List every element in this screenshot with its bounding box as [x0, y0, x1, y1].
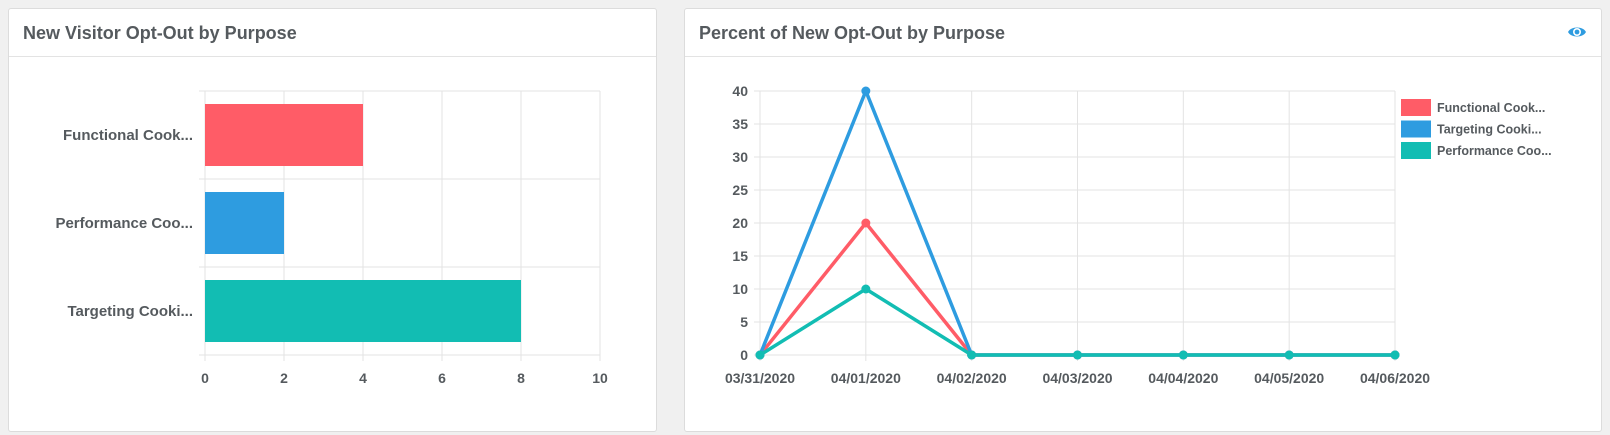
y-tick-label: 25 [732, 182, 748, 198]
bar [205, 280, 521, 342]
y-tick-label: 0 [740, 347, 748, 363]
x-tick-label: 04/04/2020 [1148, 370, 1218, 386]
x-tick-label: 4 [359, 370, 367, 386]
bar-chart: 0 2 4 6 8 10 Functional Cook... Performance Coo… [55, 90, 608, 386]
legend-label: Functional Cook... [1437, 101, 1545, 115]
x-tick-label: 10 [592, 370, 608, 386]
eye-icon[interactable] [1567, 24, 1587, 40]
x-tick-label: 6 [438, 370, 446, 386]
y-tick-label: 15 [732, 248, 748, 264]
x-tick-label: 04/03/2020 [1042, 370, 1112, 386]
legend-label: Targeting Cooki... [1437, 123, 1542, 137]
y-tick-label: 30 [732, 149, 748, 165]
x-tick-label: 04/02/2020 [937, 370, 1007, 386]
x-tick-label: 0 [201, 370, 209, 386]
bar [205, 192, 284, 254]
y-tick-label: 40 [732, 83, 748, 99]
panel-header: New Visitor Opt-Out by Purpose [9, 9, 656, 57]
data-point [1178, 350, 1188, 360]
x-tick-label: 04/05/2020 [1254, 370, 1324, 386]
legend-swatch [1401, 142, 1431, 159]
x-tick-label: 04/06/2020 [1360, 370, 1430, 386]
y-tick-label: 35 [732, 116, 748, 132]
legend-swatch [1401, 99, 1431, 116]
bar [205, 104, 363, 166]
line-chart: 0 5 10 15 20 25 30 35 40 03/31/2020 04/01/2020 04/0… [725, 83, 1552, 386]
panel-header: Percent of New Opt-Out by Purpose [685, 9, 1601, 57]
x-tick-label: 2 [280, 370, 288, 386]
data-point [755, 350, 765, 360]
legend-label: Performance Coo... [1437, 144, 1552, 158]
data-point [1390, 350, 1400, 360]
data-point [967, 350, 977, 360]
x-tick-label: 8 [517, 370, 525, 386]
opt-out-by-purpose-panel: New Visitor Opt-Out by Purpose 0 2 4 6 8 10 Fu… [8, 8, 657, 432]
y-tick-label: 20 [732, 215, 748, 231]
data-point [1284, 350, 1294, 360]
y-tick-label: 5 [740, 314, 748, 330]
legend-swatch [1401, 120, 1431, 138]
percent-opt-out-panel: Percent of New Opt-Out by Purpose 0 5 10 15… [684, 8, 1602, 432]
x-tick-label: 03/31/2020 [725, 370, 795, 386]
panel-title: Percent of New Opt-Out by Purpose [699, 23, 1006, 43]
category-label: Functional Cook... [63, 127, 193, 144]
data-point [861, 86, 871, 96]
panel-title: New Visitor Opt-Out by Purpose [23, 23, 297, 43]
x-tick-label: 04/01/2020 [831, 370, 901, 386]
category-label: Performance Coo... [55, 215, 193, 232]
data-point [1073, 350, 1082, 360]
y-tick-label: 10 [732, 281, 748, 297]
data-point [861, 218, 871, 228]
data-point [861, 284, 871, 294]
category-label: Targeting Cooki... [67, 303, 193, 320]
